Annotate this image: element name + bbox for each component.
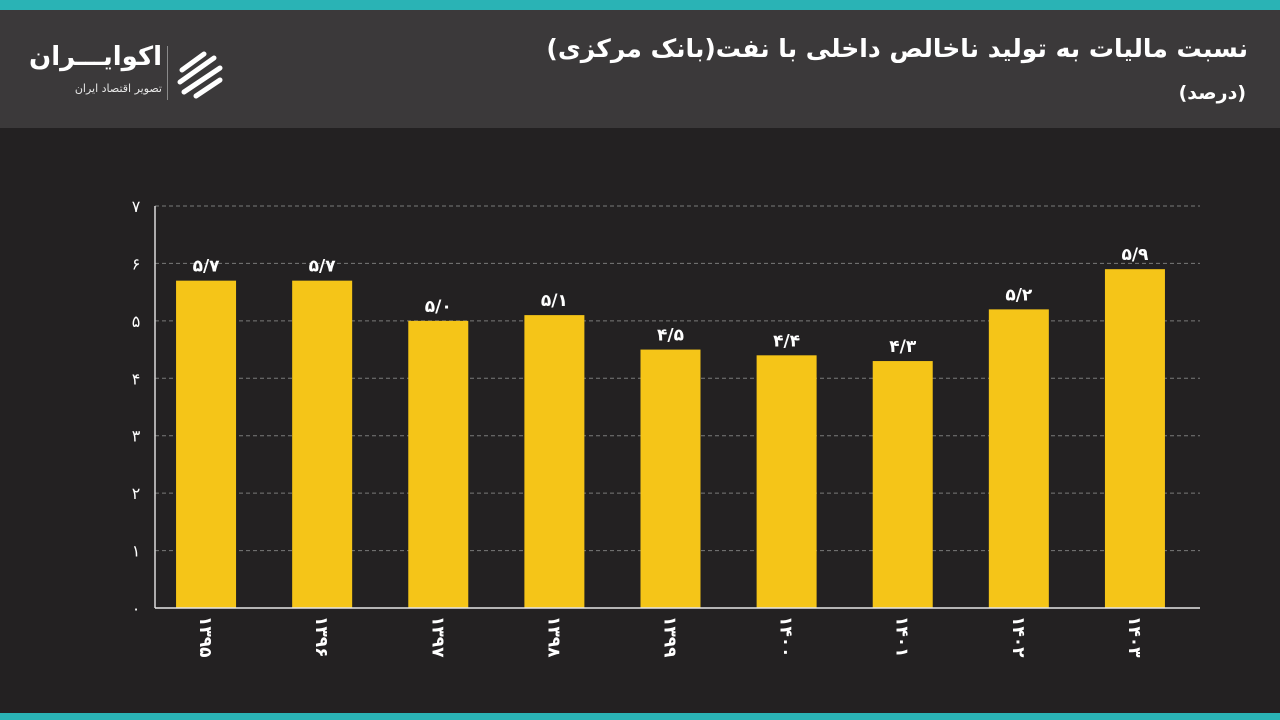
bar — [640, 349, 701, 608]
brand-name: اکوایـــران — [29, 42, 162, 72]
y-tick-label: ۶ — [132, 254, 141, 273]
y-tick-label: ۷ — [132, 197, 141, 216]
bar — [524, 315, 585, 608]
brand-logo-block: اکوایـــران تصویر اقتصاد ایران — [29, 40, 234, 110]
bar — [872, 361, 933, 608]
data-label: ۵/۱ — [541, 291, 568, 311]
brand-divider — [167, 46, 168, 100]
data-label: ۵/۹ — [1121, 245, 1149, 265]
top-accent-stripe — [0, 0, 1280, 10]
bar — [756, 355, 817, 608]
data-label: ۴/۴ — [773, 331, 800, 351]
x-tick-label: ۱۳۹۵ — [195, 616, 215, 658]
data-label: ۵/۷ — [309, 257, 337, 277]
data-label: ۵/۲ — [1005, 285, 1033, 305]
y-tick-label: ۱ — [132, 542, 141, 561]
x-tick-label: ۱۴۰۲ — [1008, 616, 1028, 658]
bar — [988, 309, 1049, 608]
ecoiran-logo-icon — [177, 51, 223, 99]
y-tick-label: ۲ — [132, 484, 141, 503]
x-tick-label: ۱۳۹۷ — [427, 616, 447, 658]
x-tick-label: ۱۴۰۱ — [892, 616, 912, 658]
y-tick-label: ۴ — [132, 369, 141, 388]
chart-header: نسبت مالیات به تولید ناخالص داخلی با نفت… — [0, 10, 1280, 128]
data-label: ۵/۷ — [193, 257, 221, 277]
x-tick-label: ۱۴۰۰ — [776, 616, 796, 658]
data-label: ۵/۰ — [425, 297, 452, 317]
x-tick-label: ۱۳۹۸ — [543, 616, 563, 658]
y-tick-label: ۰ — [132, 599, 141, 618]
x-tick-label: ۱۳۹۶ — [311, 616, 331, 658]
x-tick-label: ۱۳۹۹ — [660, 616, 680, 658]
data-label: ۴/۳ — [889, 337, 917, 357]
x-tick-label: ۱۴۰۳ — [1124, 616, 1144, 658]
bar — [292, 280, 353, 608]
bar — [176, 280, 237, 608]
bar — [1104, 269, 1165, 608]
y-tick-label: ۵ — [132, 312, 141, 331]
chart-subtitle: (درصد) — [1178, 82, 1246, 104]
brand-tagline: تصویر اقتصاد ایران — [74, 82, 162, 95]
y-tick-label: ۳ — [132, 427, 141, 446]
bottom-accent-stripe — [0, 713, 1280, 720]
chart-title: نسبت مالیات به تولید ناخالص داخلی با نفت… — [546, 34, 1248, 63]
data-label: ۴/۵ — [657, 326, 684, 346]
bar — [408, 320, 469, 608]
